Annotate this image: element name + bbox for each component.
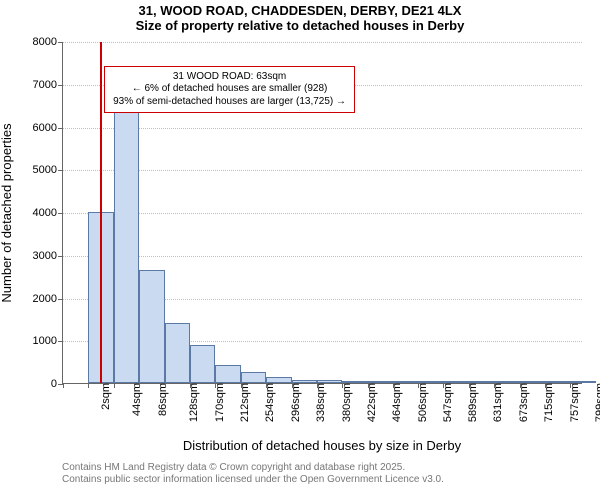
y-axis-title: Number of detached properties (0, 123, 14, 302)
histogram-bar (114, 101, 139, 383)
x-tick-label: 212sqm (233, 383, 251, 422)
y-tick-label: 6000 (33, 122, 63, 134)
x-tick-label: 799sqm (588, 383, 600, 422)
x-tick-label: 422sqm (360, 383, 378, 422)
attribution-text: Contains HM Land Registry data © Crown c… (62, 462, 444, 486)
x-tick-label: 338sqm (309, 383, 327, 422)
x-tick-mark (292, 383, 293, 388)
x-tick-mark (88, 383, 89, 388)
x-tick-label: 128sqm (182, 383, 200, 422)
histogram-bar (139, 270, 164, 383)
x-tick-label: 673sqm (512, 383, 530, 422)
attribution-line: Contains public sector information licen… (62, 474, 444, 486)
x-tick-label: 2sqm (94, 383, 112, 410)
x-tick-mark (469, 383, 470, 388)
annotation-box: 31 WOOD ROAD: 63sqm← 6% of detached hous… (104, 66, 355, 114)
x-tick-mark (494, 383, 495, 388)
y-tick-label: 1000 (33, 335, 63, 347)
x-tick-mark (139, 383, 140, 388)
y-tick-label: 0 (51, 378, 63, 390)
x-tick-label: 464sqm (385, 383, 403, 422)
attribution-line: Contains HM Land Registry data © Crown c… (62, 462, 444, 474)
y-tick-label: 8000 (33, 36, 63, 48)
annotation-line: ← 6% of detached houses are smaller (928… (113, 83, 346, 96)
x-tick-mark (63, 383, 64, 388)
chart-title: 31, WOOD ROAD, CHADDESDEN, DERBY, DE21 4… (0, 4, 600, 34)
x-tick-label: 589sqm (461, 383, 479, 422)
histogram-bar (241, 372, 266, 383)
gridline (63, 256, 582, 257)
x-tick-mark (190, 383, 191, 388)
x-axis-title: Distribution of detached houses by size … (183, 438, 461, 453)
x-tick-label: 296sqm (284, 383, 302, 422)
x-tick-mark (266, 383, 267, 388)
x-tick-label: 254sqm (259, 383, 277, 422)
x-tick-mark (241, 383, 242, 388)
x-tick-mark (215, 383, 216, 388)
x-tick-mark (545, 383, 546, 388)
gridline (63, 213, 582, 214)
chart-container: 31, WOOD ROAD, CHADDESDEN, DERBY, DE21 4… (0, 0, 600, 500)
x-tick-label: 44sqm (125, 383, 143, 416)
x-tick-label: 506sqm (411, 383, 429, 422)
x-tick-mark (520, 383, 521, 388)
x-tick-mark (418, 383, 419, 388)
y-tick-label: 5000 (33, 164, 63, 176)
title-line-2: Size of property relative to detached ho… (0, 19, 600, 34)
histogram-bar (165, 323, 190, 383)
histogram-bar (190, 345, 215, 383)
annotation-line: 93% of semi-detached houses are larger (… (113, 96, 346, 109)
x-tick-label: 380sqm (335, 383, 353, 422)
plot-area: 0100020003000400050006000700080002sqm44s… (62, 42, 582, 384)
marker-line (100, 42, 102, 383)
y-tick-label: 4000 (33, 207, 63, 219)
title-line-1: 31, WOOD ROAD, CHADDESDEN, DERBY, DE21 4… (0, 4, 600, 19)
x-tick-mark (165, 383, 166, 388)
x-tick-label: 547sqm (436, 383, 454, 422)
x-tick-mark (342, 383, 343, 388)
x-tick-label: 631sqm (486, 383, 504, 422)
x-tick-mark (368, 383, 369, 388)
x-tick-mark (570, 383, 571, 388)
x-tick-label: 757sqm (563, 383, 581, 422)
histogram-bar (215, 365, 240, 383)
y-tick-label: 3000 (33, 250, 63, 262)
x-tick-mark (443, 383, 444, 388)
x-tick-mark (114, 383, 115, 388)
x-tick-label: 170sqm (208, 383, 226, 422)
x-tick-label: 86sqm (151, 383, 169, 416)
x-tick-label: 715sqm (537, 383, 555, 422)
x-tick-mark (393, 383, 394, 388)
y-tick-label: 7000 (33, 79, 63, 91)
annotation-line: 31 WOOD ROAD: 63sqm (113, 71, 346, 84)
gridline (63, 42, 582, 43)
gridline (63, 128, 582, 129)
y-tick-label: 2000 (33, 293, 63, 305)
gridline (63, 170, 582, 171)
x-tick-mark (317, 383, 318, 388)
